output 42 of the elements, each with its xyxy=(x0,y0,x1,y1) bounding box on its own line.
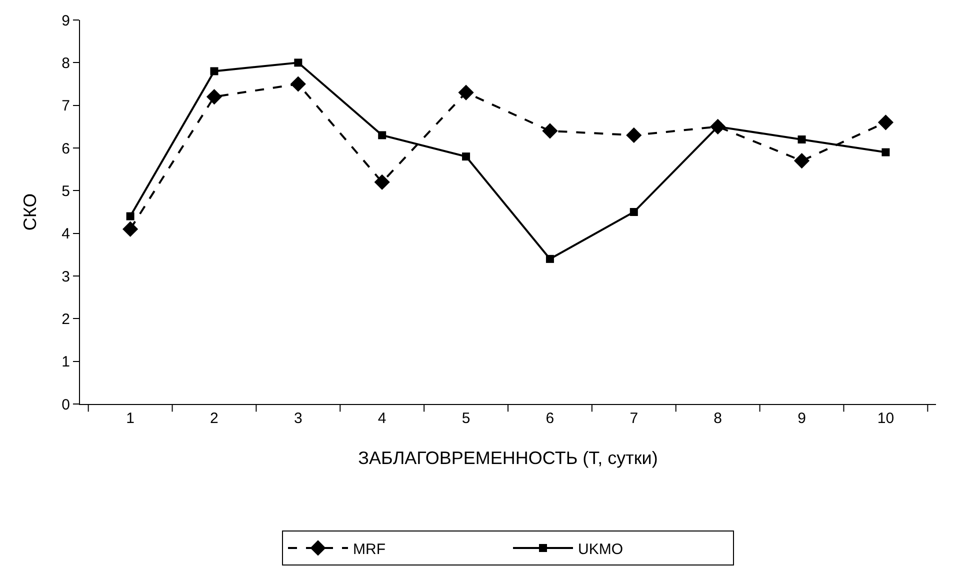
x-tick-label: 8 xyxy=(714,410,722,427)
point xyxy=(798,135,806,144)
x-tick-label: 4 xyxy=(378,410,386,427)
y-tick-label: 4 xyxy=(62,226,70,243)
x-tick-label: 1 xyxy=(126,410,134,427)
y-tick-label: 8 xyxy=(62,54,70,72)
point xyxy=(546,254,554,263)
y-tick-label: 6 xyxy=(62,140,70,158)
x-axis-title: ЗАБЛАГОВРЕМЕННОСТЬ (T, сутки) xyxy=(358,448,658,468)
x-tick-label: 10 xyxy=(877,410,894,427)
point xyxy=(630,208,638,216)
point xyxy=(626,127,642,143)
point xyxy=(462,152,470,161)
point xyxy=(878,114,894,130)
point xyxy=(206,89,222,105)
y-tick-label: 9 xyxy=(62,12,70,30)
y-axis-title: СКО xyxy=(20,193,40,231)
x-tick-label: 6 xyxy=(546,410,554,427)
legend-label: MRF xyxy=(353,540,386,558)
point xyxy=(290,76,306,92)
y-tick-label: 7 xyxy=(62,98,70,115)
y-tick-label: 0 xyxy=(62,396,70,414)
point xyxy=(542,123,558,139)
point xyxy=(210,67,218,76)
x-tick-label: 9 xyxy=(798,410,806,427)
x-tick-label: 7 xyxy=(630,410,638,427)
point xyxy=(378,131,386,140)
x-tick-label: 2 xyxy=(210,410,218,427)
legend-label: UKMO xyxy=(578,540,623,558)
y-tick-label: 2 xyxy=(62,310,70,328)
point xyxy=(126,212,134,220)
y-tick-label: 1 xyxy=(62,354,70,371)
point xyxy=(882,148,890,156)
x-tick-label: 5 xyxy=(462,410,470,427)
y-tick-label: 3 xyxy=(62,268,70,286)
x-tick-label: 3 xyxy=(294,410,302,427)
point xyxy=(374,174,390,190)
y-tick-label: 5 xyxy=(62,182,70,200)
point xyxy=(794,153,810,169)
point xyxy=(294,58,302,67)
point xyxy=(458,84,474,100)
point xyxy=(122,221,138,237)
